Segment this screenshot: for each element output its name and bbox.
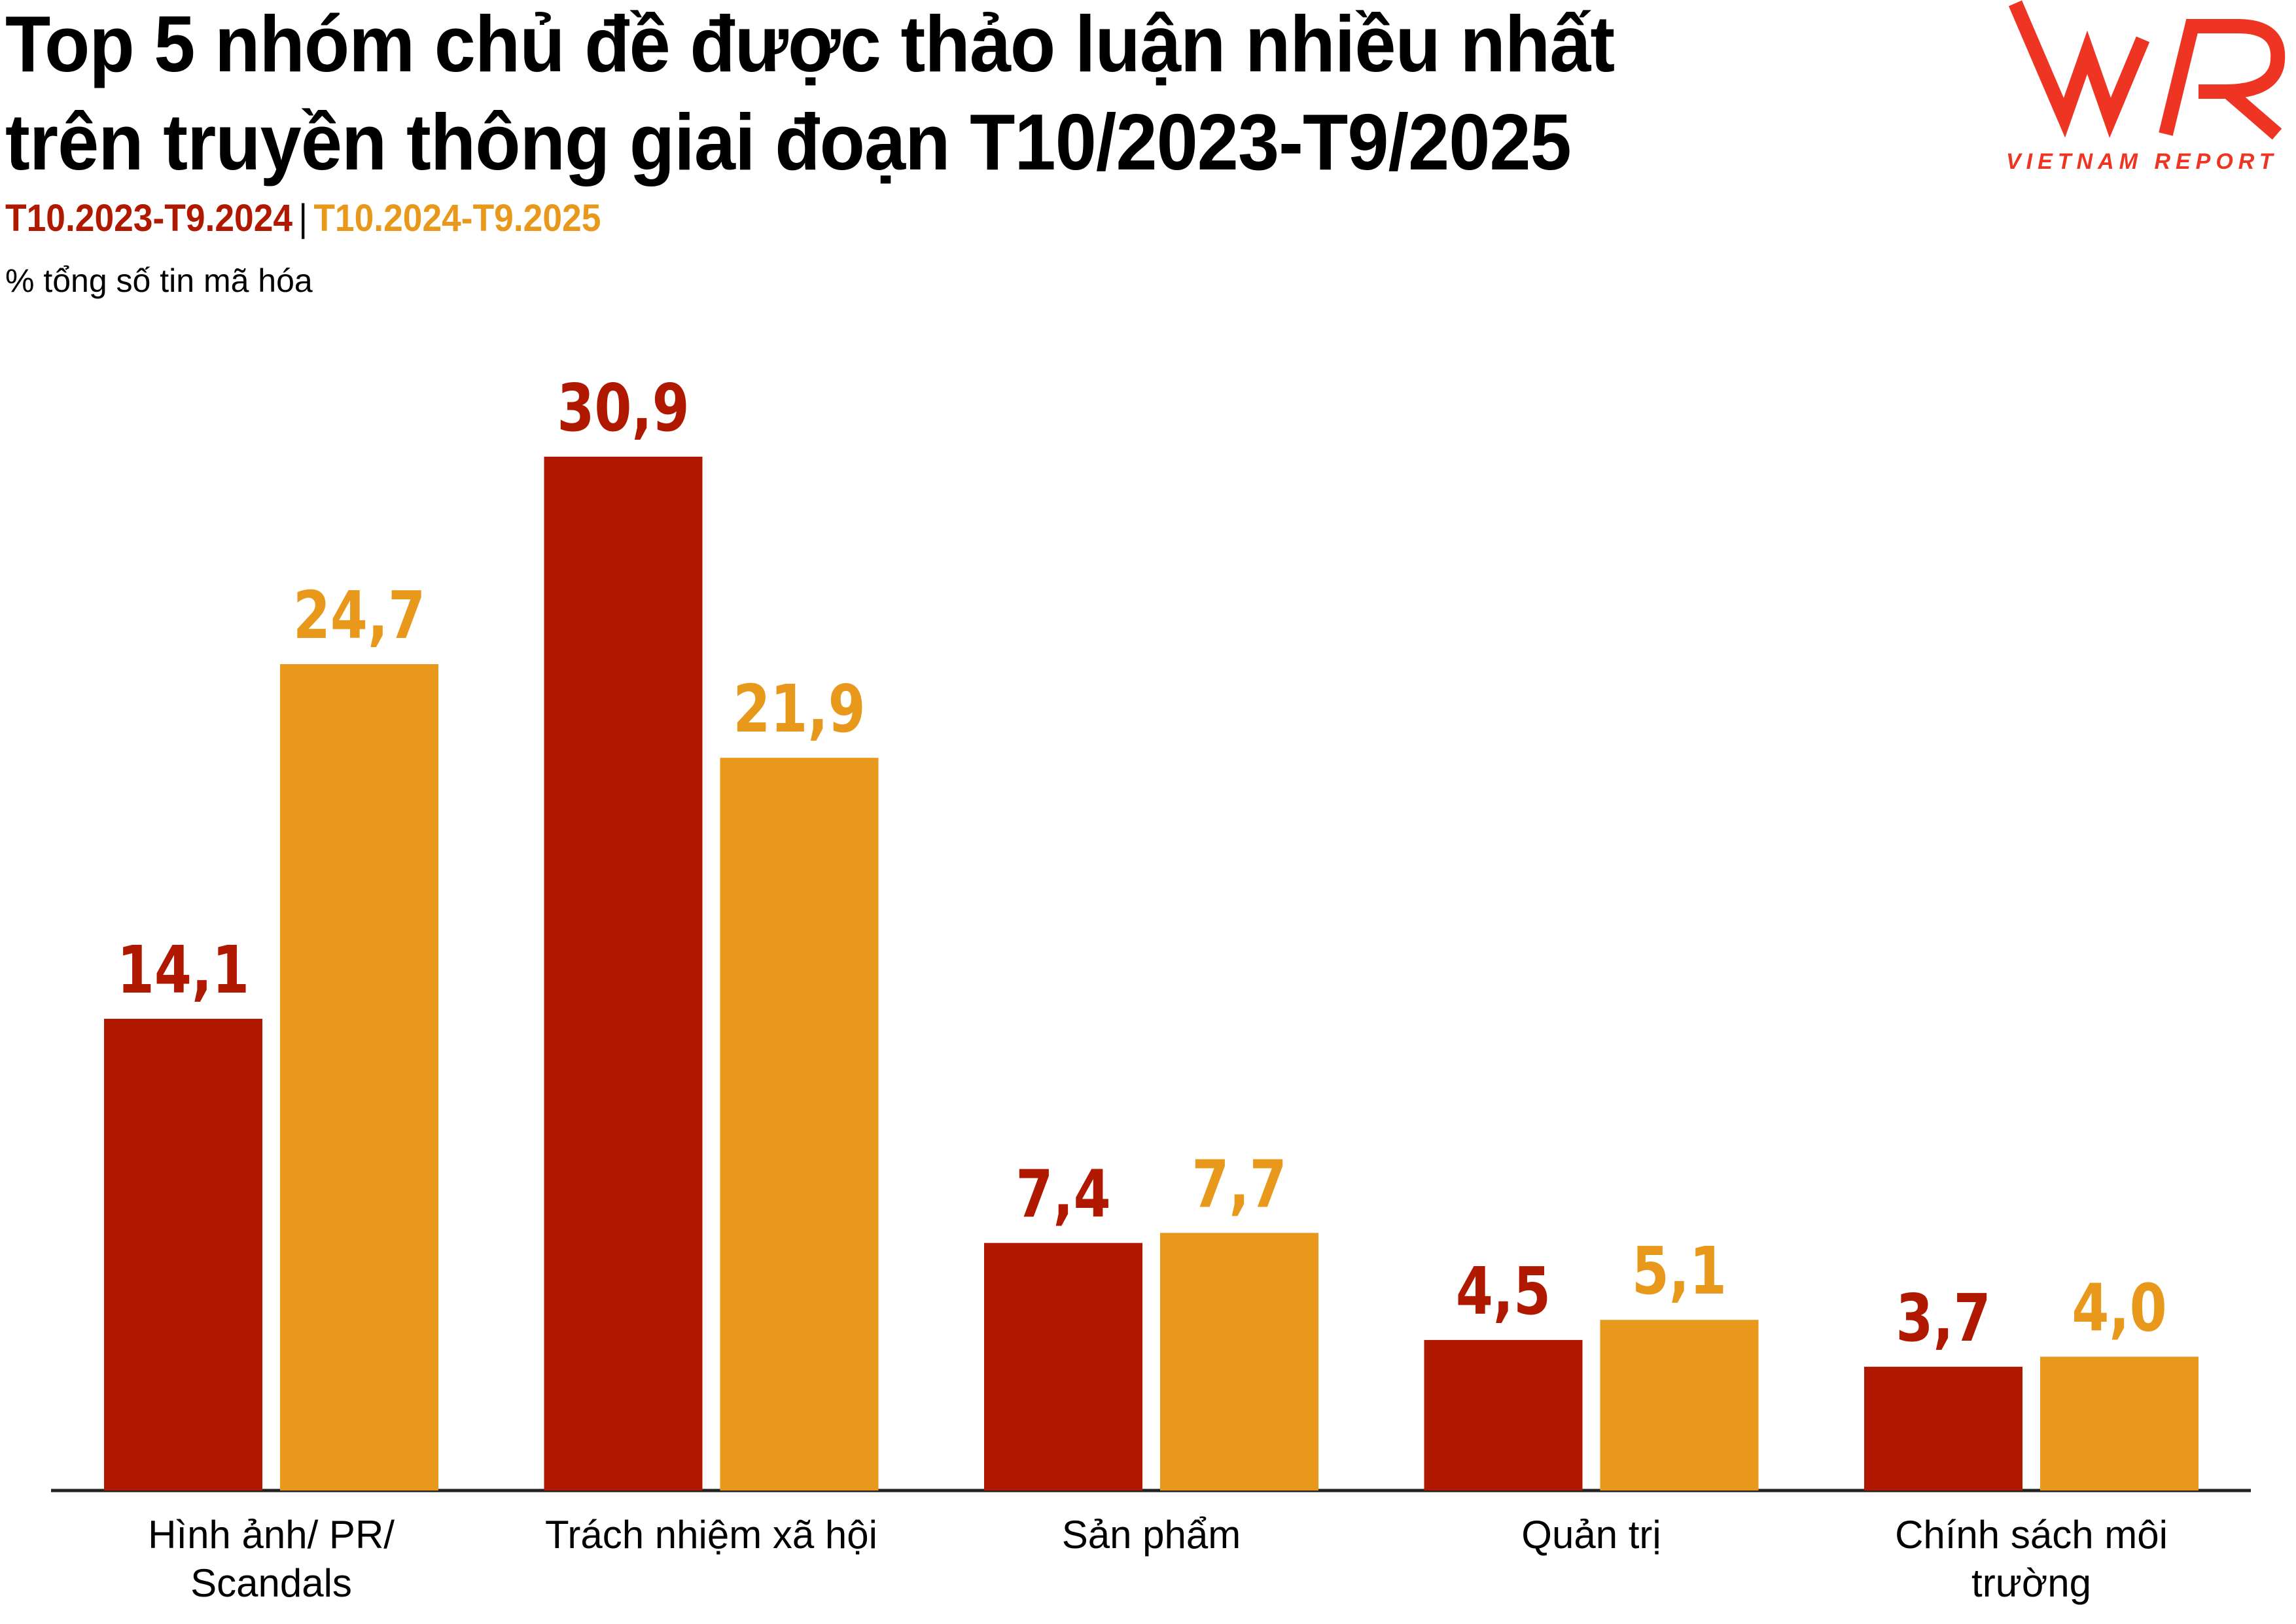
data-label: 21,9	[733, 671, 865, 747]
bar-2-5	[2040, 1356, 2199, 1491]
category-label: Scandals	[190, 1561, 352, 1605]
legend-series-2: T10.2024-T9.2025	[313, 197, 601, 239]
unit-label: % tổng số tin mã hóa	[5, 262, 313, 299]
chart-title: Top 5 nhóm chủ đề được thảo luận nhiều n…	[5, 0, 1615, 191]
title-line-2: trên truyền thông giai đoạn T10/2023-T9/…	[5, 97, 1572, 186]
legend-series-1: T10.2023-T9.2024	[5, 197, 293, 239]
data-label: 7,7	[1192, 1146, 1286, 1222]
bar-1-1	[104, 1019, 262, 1491]
bar-1-2	[544, 457, 703, 1491]
category-label: Trách nhiệm xã hội	[545, 1513, 877, 1557]
legend: T10.2023-T9.2024 | T10.2024-T9.2025	[5, 196, 601, 240]
data-label: 14,1	[117, 932, 249, 1008]
data-label: 4,5	[1456, 1253, 1551, 1330]
bar-2-2	[720, 758, 879, 1491]
category-label: trường	[1971, 1561, 2091, 1605]
bar-2-1	[280, 664, 438, 1491]
category-label: Sản phẩm	[1062, 1513, 1241, 1557]
bar-1-3	[984, 1243, 1142, 1491]
data-label: 4,0	[2072, 1270, 2166, 1347]
data-label: 7,4	[1016, 1156, 1110, 1233]
data-label: 24,7	[293, 577, 425, 654]
title-line-1: Top 5 nhóm chủ đề được thảo luận nhiều n…	[5, 0, 1615, 88]
data-label: 3,7	[1896, 1280, 1990, 1356]
category-label: Quản trị	[1521, 1513, 1661, 1557]
category-label: Chính sách môi	[1895, 1513, 2168, 1557]
logo-text: VIETNAM REPORT	[2006, 149, 2278, 174]
bar-1-4	[1424, 1339, 1583, 1491]
vnr-logo	[2008, 0, 2286, 140]
bar-2-4	[1600, 1320, 1759, 1491]
bar-1-5	[1864, 1366, 2022, 1491]
bar-2-3	[1160, 1233, 1318, 1491]
data-label: 5,1	[1632, 1233, 1727, 1309]
data-label: 30,9	[557, 370, 689, 446]
legend-separator: |	[298, 197, 308, 239]
category-label: Hình ảnh/ PR/	[148, 1513, 395, 1557]
